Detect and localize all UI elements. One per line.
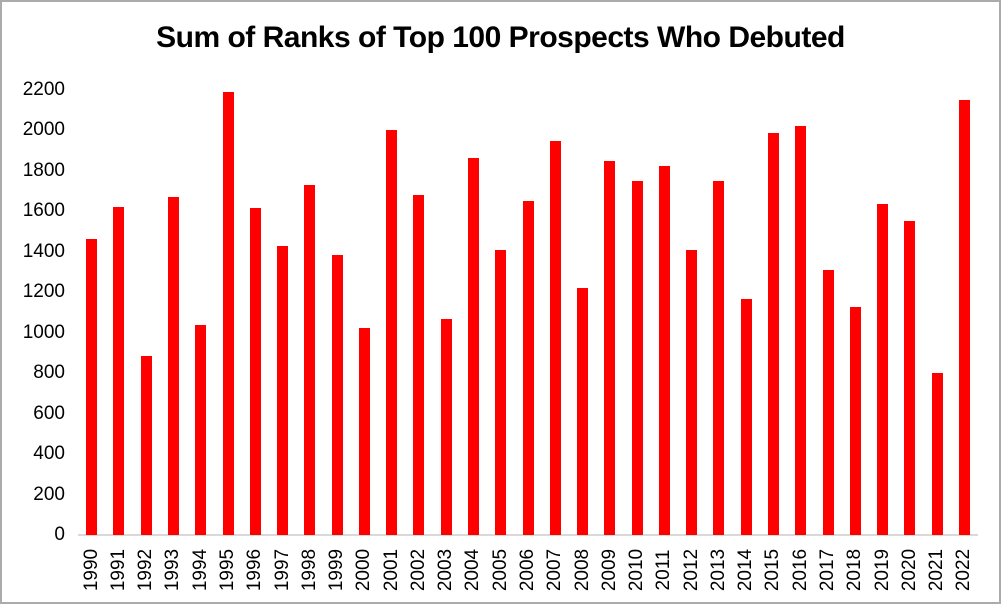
x-tick-label: 2001 (380, 548, 402, 592)
x-tick-label: 2002 (407, 548, 429, 592)
x-axis-line (78, 534, 978, 536)
x-tick-label: 1993 (162, 548, 184, 592)
y-tick-label: 1600 (22, 200, 65, 222)
y-tick-label: 0 (54, 524, 65, 545)
x-tick-label: 2003 (435, 548, 457, 592)
bar-2022 (958, 100, 970, 535)
x-tick-label: 2018 (844, 548, 866, 592)
x-tick-label: 2016 (789, 548, 811, 592)
x-tick-label: 2015 (762, 548, 784, 592)
bar-2017 (822, 270, 834, 535)
x-tick-label: 1999 (326, 548, 348, 592)
bar-2013 (713, 181, 725, 535)
bar-1997 (277, 245, 289, 535)
bar-2016 (795, 126, 807, 535)
bar-2018 (849, 307, 861, 535)
x-tick-label: 1998 (298, 548, 320, 592)
x-tick-label: 2012 (680, 548, 702, 592)
x-tick-label: 1996 (244, 548, 266, 592)
x-tick-label: 2004 (462, 548, 484, 592)
x-tick-label: 1997 (271, 548, 293, 592)
x-tick-label: 2019 (871, 548, 893, 592)
y-tick-label: 200 (33, 483, 65, 505)
x-tick-label: 2017 (817, 548, 838, 592)
x-tick-label: 2022 (953, 548, 975, 592)
bar-2000 (358, 327, 370, 535)
chart-title: Sum of Ranks of Top 100 Prospects Who De… (156, 21, 845, 54)
bar-2015 (767, 133, 779, 535)
x-tick-label: 2000 (353, 548, 375, 592)
bar-2008 (577, 288, 589, 535)
x-tick-label: 1992 (135, 548, 157, 592)
x-tick-label: 1990 (80, 548, 102, 592)
x-tick-label: 2006 (517, 548, 538, 592)
y-tick-label: 800 (33, 362, 65, 384)
x-tick-label: 2013 (707, 548, 729, 592)
x-tick-label: 2008 (571, 548, 593, 592)
bar-2005 (495, 249, 507, 535)
y-tick-label: 600 (33, 402, 65, 424)
bar-1999 (331, 254, 343, 535)
bar-2007 (549, 140, 561, 535)
bar-2009 (604, 160, 616, 535)
y-tick-label: 2200 (22, 79, 65, 100)
bar-1990 (86, 238, 98, 535)
y-tick-label: 1400 (22, 240, 65, 262)
bar-1996 (249, 208, 261, 535)
bar-2004 (467, 157, 479, 535)
bar-2006 (522, 201, 534, 535)
x-tick-label: 2007 (544, 548, 566, 592)
y-tick-label: 1000 (22, 321, 65, 343)
bar-1992 (140, 355, 152, 535)
bar-1998 (304, 185, 316, 535)
x-tick-label: 2005 (489, 548, 511, 592)
y-tick-label: 400 (33, 443, 65, 465)
bar-2014 (740, 299, 752, 535)
x-tick-label: 2010 (626, 548, 648, 592)
x-tick-label: 1995 (217, 548, 238, 592)
x-tick-label: 1991 (107, 548, 129, 592)
bar-2003 (440, 318, 452, 535)
x-tick-label: 2021 (926, 548, 948, 592)
x-tick-label: 1994 (189, 548, 211, 592)
bar-2001 (386, 130, 398, 535)
x-tick-label: 2009 (598, 548, 620, 592)
bar-1995 (222, 92, 234, 535)
bar-2010 (631, 181, 643, 535)
bar-2021 (931, 373, 943, 535)
bar-2002 (413, 195, 425, 535)
y-tick-label: 2000 (22, 119, 65, 141)
bar-1994 (195, 324, 207, 535)
bar-2020 (904, 221, 916, 535)
y-tick-label: 1800 (22, 159, 65, 181)
bar-2012 (686, 249, 698, 535)
x-tick-label: 2011 (653, 549, 675, 591)
bar-2019 (877, 204, 889, 535)
bar-1991 (113, 207, 125, 535)
y-tick-label: 1200 (22, 281, 65, 303)
bar-2011 (658, 165, 670, 535)
x-tick-label: 2014 (735, 548, 757, 592)
bar-1993 (167, 197, 179, 535)
x-tick-label: 2020 (898, 548, 920, 592)
